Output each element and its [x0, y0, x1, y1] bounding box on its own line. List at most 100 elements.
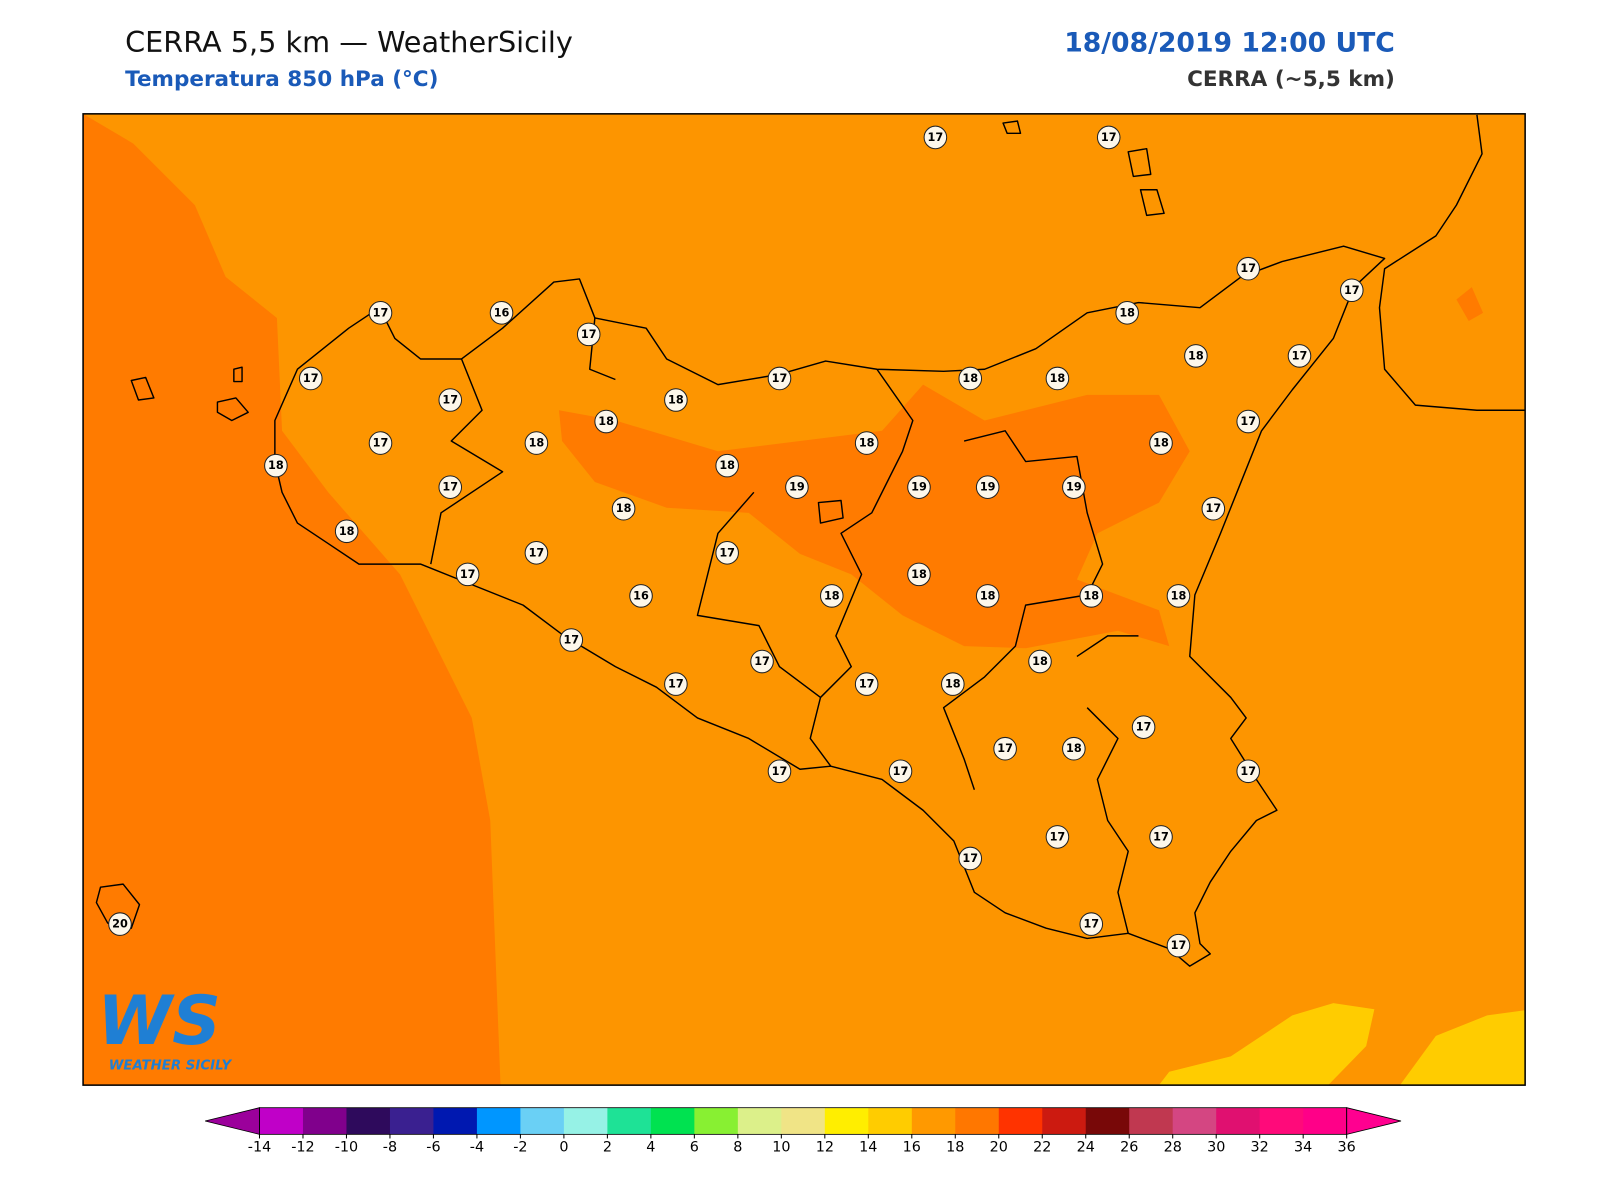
colorbar-tick-label: -12	[291, 1140, 314, 1156]
station: 17	[1236, 256, 1260, 281]
station: 17	[1149, 825, 1173, 849]
station-value: 17	[1240, 415, 1256, 428]
station: 18	[664, 388, 688, 412]
station: 17	[664, 672, 688, 696]
station: 17	[1166, 933, 1191, 958]
station-marker	[524, 431, 549, 455]
station: 17	[438, 475, 463, 499]
station: 19	[907, 475, 931, 499]
station: 17	[923, 125, 948, 150]
islands	[95, 120, 1165, 929]
station-value: 18	[962, 372, 978, 385]
station: 18	[1045, 366, 1070, 391]
station-marker	[1201, 496, 1226, 521]
station-marker	[1115, 301, 1139, 325]
station-marker	[1236, 759, 1260, 784]
station-value: 17	[1153, 830, 1169, 843]
station-marker	[888, 759, 913, 784]
station-value: 17	[442, 394, 458, 407]
station: 17	[368, 431, 393, 455]
station-value: 18	[1153, 437, 1169, 450]
station-value: 18	[945, 678, 961, 691]
station-marker	[854, 431, 879, 455]
station: 17	[298, 366, 323, 391]
station: 17	[1236, 409, 1260, 434]
station-value: 18	[1171, 589, 1187, 602]
source: CERRA (~5,5 km)	[1187, 67, 1395, 92]
colorbar-tick-label: 10	[772, 1140, 790, 1156]
station-marker	[1149, 431, 1173, 455]
colorbar-tick-label: -14	[248, 1140, 271, 1156]
station: 17	[854, 672, 879, 696]
colorbar-tick-label: 18	[946, 1140, 964, 1156]
station-value: 18	[1188, 349, 1204, 362]
station-value: 17	[529, 546, 545, 559]
station-value: 19	[789, 481, 805, 494]
station-value: 17	[754, 655, 770, 668]
station: 17	[455, 562, 480, 587]
colorbar-segment	[1216, 1107, 1261, 1135]
station-marker	[1028, 649, 1052, 674]
station-marker	[958, 366, 983, 391]
station-marker	[1045, 366, 1070, 391]
station-marker	[1236, 256, 1260, 281]
station: 17	[993, 736, 1017, 761]
field-18-20	[1456, 287, 1484, 322]
station: 18	[594, 409, 618, 434]
station: 17	[1201, 496, 1226, 521]
station-value: 16	[633, 589, 649, 602]
sicily-coast	[274, 245, 1386, 967]
station: 18	[958, 366, 983, 391]
colorbar-segment	[737, 1107, 782, 1135]
station: 18	[819, 584, 844, 608]
station-value: 18	[1066, 742, 1082, 755]
station-marker	[854, 672, 879, 696]
colorbar-segment	[911, 1107, 956, 1135]
station-marker	[1131, 715, 1156, 739]
station-marker	[664, 388, 688, 412]
station-marker	[1166, 584, 1191, 608]
station-value: 17	[563, 634, 579, 647]
field-18-20	[83, 113, 501, 1086]
station-marker	[559, 628, 584, 652]
colorbar-segment	[650, 1107, 695, 1135]
colorbar-tick-label: 32	[1251, 1140, 1269, 1156]
station-value: 19	[911, 481, 927, 494]
station: 18	[334, 519, 359, 544]
station-value: 17	[997, 742, 1013, 755]
station-value: 17	[303, 372, 319, 385]
station-marker	[993, 736, 1017, 761]
station: 18	[907, 562, 931, 587]
station: 18	[975, 584, 1000, 608]
station-marker	[1236, 409, 1260, 434]
station-value: 19	[1066, 481, 1082, 494]
station: 17	[888, 759, 913, 784]
station: 18	[1079, 584, 1104, 608]
station-marker	[941, 672, 965, 696]
station-marker	[368, 301, 393, 325]
station: 17	[524, 541, 549, 565]
station: 17	[438, 388, 463, 412]
colorbar-tick-label: 22	[1033, 1140, 1051, 1156]
station-value: 17	[893, 765, 909, 778]
colorbar-tick-label: -4	[470, 1140, 484, 1156]
station: 17	[368, 301, 393, 325]
colorbar-tick-label: 28	[1164, 1140, 1182, 1156]
colorbar-over	[1346, 1107, 1402, 1135]
station-marker	[264, 453, 288, 478]
station-value: 18	[1032, 655, 1048, 668]
station-marker	[438, 388, 463, 412]
station-value: 18	[339, 525, 355, 538]
station-value: 17	[859, 678, 875, 691]
station: 19	[785, 475, 809, 499]
colorbar-segment	[1085, 1107, 1130, 1135]
station-marker	[785, 475, 809, 499]
colorbar-segment	[868, 1107, 913, 1135]
colorbar-tick-label: 14	[859, 1140, 877, 1156]
colorbar-segment	[1172, 1107, 1217, 1135]
colorbar-tick-label: 4	[646, 1140, 655, 1156]
station-marker	[664, 672, 688, 696]
station: 18	[524, 431, 549, 455]
station-marker	[819, 584, 844, 608]
